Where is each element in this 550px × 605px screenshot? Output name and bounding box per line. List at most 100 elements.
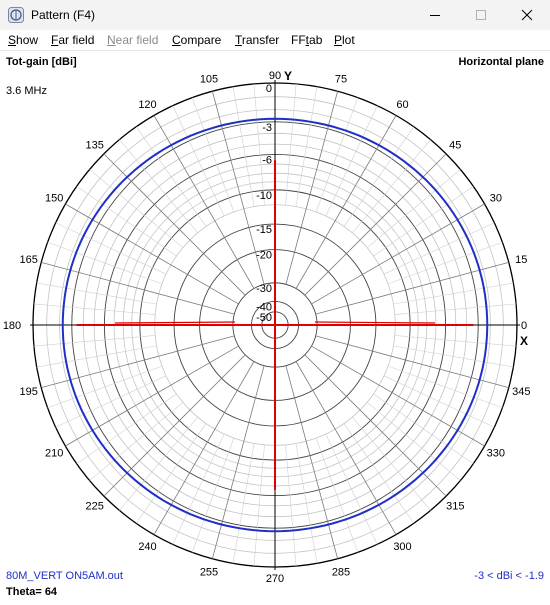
angle-label-105: 105 bbox=[200, 74, 218, 86]
spoke bbox=[393, 282, 514, 305]
spoke bbox=[373, 393, 474, 465]
spoke bbox=[285, 365, 339, 559]
angle-label-225: 225 bbox=[86, 500, 104, 512]
angle-label-180: 180 bbox=[3, 320, 21, 332]
spoke bbox=[76, 393, 177, 465]
angle-label-135: 135 bbox=[86, 140, 104, 152]
menu-far-field[interactable]: Far field bbox=[51, 33, 95, 47]
spoke bbox=[191, 437, 235, 553]
spoke bbox=[119, 416, 198, 511]
spoke bbox=[315, 261, 509, 315]
spoke bbox=[36, 345, 157, 368]
angle-label-75: 75 bbox=[335, 74, 347, 86]
menu-transfer[interactable]: Transfer bbox=[235, 33, 280, 47]
spoke bbox=[65, 203, 239, 305]
spoke bbox=[232, 443, 255, 564]
window-title: Pattern (F4) bbox=[31, 8, 96, 22]
angle-label-15: 15 bbox=[515, 254, 527, 266]
close-icon bbox=[521, 9, 533, 21]
red-trace-bump bbox=[114, 321, 436, 324]
minimize-button[interactable] bbox=[412, 0, 458, 30]
minimize-icon bbox=[430, 15, 440, 16]
spoke bbox=[253, 444, 265, 567]
ring-label: -20 bbox=[256, 250, 272, 262]
angle-label-270: 270 bbox=[266, 573, 284, 585]
angle-label-330: 330 bbox=[487, 448, 505, 460]
menu-show[interactable]: Show bbox=[8, 33, 39, 47]
spoke bbox=[211, 91, 265, 285]
angle-label-210: 210 bbox=[45, 448, 63, 460]
polar-plot-area: 0 15 30 45 60 75 90 105 120 135 150 165 180 195 210 225… bbox=[0, 51, 550, 600]
frequency-label: 3.6 MHz bbox=[6, 85, 47, 97]
spoke bbox=[89, 169, 184, 248]
y-axis-label: Y bbox=[284, 69, 292, 83]
spoke bbox=[352, 139, 431, 234]
angle-label-285: 285 bbox=[332, 566, 350, 578]
angle-label-150: 150 bbox=[45, 193, 63, 205]
spoke bbox=[41, 261, 235, 315]
spoke bbox=[315, 437, 359, 553]
ring-label: -50 bbox=[256, 312, 272, 324]
menu-compare[interactable]: Compare bbox=[172, 33, 222, 47]
spoke bbox=[352, 416, 431, 511]
ring-label: -3 bbox=[262, 122, 272, 134]
spoke bbox=[343, 423, 415, 524]
title-bar: Pattern (F4) bbox=[0, 0, 550, 30]
spoke bbox=[383, 375, 495, 428]
menu-near-field[interactable]: Near field bbox=[107, 33, 159, 47]
x-axis-label: X bbox=[520, 334, 528, 348]
spoke bbox=[394, 335, 517, 347]
angle-label-300: 300 bbox=[393, 541, 411, 553]
ring-label: -15 bbox=[256, 224, 272, 236]
spoke bbox=[387, 365, 503, 409]
spoke bbox=[295, 443, 318, 564]
spoke bbox=[172, 433, 225, 545]
angle-label-195: 195 bbox=[20, 386, 38, 398]
menu-fftab[interactable]: FFtab bbox=[291, 33, 323, 47]
spoke bbox=[135, 126, 207, 227]
blue-pattern-trace bbox=[61, 117, 489, 533]
angle-label-0: 0 bbox=[521, 320, 527, 332]
ring-label: -30 bbox=[256, 283, 272, 295]
maximize-button[interactable] bbox=[458, 0, 504, 30]
spoke bbox=[89, 402, 184, 481]
angle-label-240: 240 bbox=[138, 541, 156, 553]
polar-chart: 0 15 30 45 60 75 90 105 120 135 150 165 180 195 210 225… bbox=[3, 69, 531, 585]
spoke bbox=[315, 97, 359, 213]
menu-plot[interactable]: Plot bbox=[334, 33, 355, 47]
spoke bbox=[33, 335, 156, 347]
ring-label: -10 bbox=[256, 190, 272, 202]
spoke bbox=[295, 115, 397, 289]
ring-label: 0 bbox=[266, 83, 272, 95]
close-button[interactable] bbox=[504, 0, 550, 30]
angle-label-90: 90 bbox=[269, 70, 281, 82]
spoke bbox=[387, 241, 503, 285]
spoke bbox=[191, 97, 235, 213]
spoke bbox=[41, 335, 235, 389]
angle-label-45: 45 bbox=[449, 140, 461, 152]
spoke bbox=[232, 86, 255, 207]
spoke bbox=[343, 126, 415, 227]
spoke bbox=[47, 241, 163, 285]
menu-bar: Show Far field Near field Compare Transfer FF… bbox=[0, 30, 550, 51]
angle-label-30: 30 bbox=[490, 193, 502, 205]
spoke bbox=[135, 423, 207, 524]
angle-label-345: 345 bbox=[512, 386, 530, 398]
maximize-icon bbox=[476, 10, 486, 20]
ring-label: -6 bbox=[262, 154, 272, 166]
spoke bbox=[325, 105, 378, 217]
spoke bbox=[373, 185, 474, 257]
spoke bbox=[366, 402, 461, 481]
plane-label: Horizontal plane bbox=[458, 56, 544, 68]
spoke bbox=[76, 185, 177, 257]
angle-label-315: 315 bbox=[446, 500, 464, 512]
spoke bbox=[211, 365, 265, 559]
spoke bbox=[285, 91, 339, 285]
spoke bbox=[315, 335, 509, 389]
spoke bbox=[383, 222, 495, 275]
spoke bbox=[119, 139, 198, 234]
spoke bbox=[253, 83, 265, 206]
spoke bbox=[172, 105, 225, 217]
spoke bbox=[366, 169, 461, 248]
gain-label: Tot-gain [dBi] bbox=[6, 56, 77, 68]
